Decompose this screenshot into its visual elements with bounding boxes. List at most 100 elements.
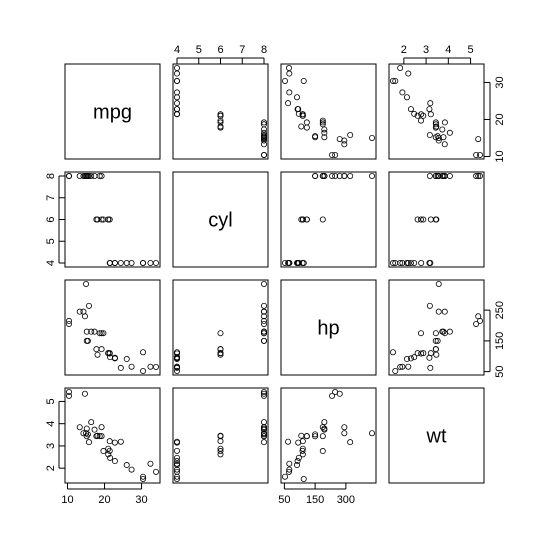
data-point	[441, 308, 448, 315]
panel-cyl-hp	[280, 171, 377, 268]
data-point	[91, 328, 98, 335]
data-point	[286, 70, 293, 77]
data-point	[295, 454, 302, 461]
data-point	[260, 302, 267, 309]
data-point	[399, 89, 406, 96]
data-point	[321, 172, 328, 179]
data-point	[260, 390, 267, 397]
data-point	[426, 354, 433, 361]
data-point	[403, 94, 410, 101]
top-tick-label-cyl: 4	[174, 44, 180, 56]
data-point	[217, 445, 224, 452]
data-point	[83, 328, 90, 335]
data-point	[66, 317, 73, 324]
data-point	[83, 280, 90, 287]
variable-label-mpg: mpg	[93, 102, 132, 124]
data-point	[260, 317, 267, 324]
panel-mpg-mpg	[64, 63, 161, 160]
data-point	[427, 216, 434, 223]
data-point	[303, 124, 310, 131]
data-point	[260, 320, 267, 327]
data-point	[217, 111, 224, 118]
data-point	[321, 134, 328, 141]
data-point	[417, 330, 424, 337]
data-point	[260, 119, 267, 126]
data-point	[426, 106, 433, 113]
data-point	[260, 430, 267, 437]
right-tick-label-hp: 50	[494, 365, 506, 377]
data-point	[140, 473, 147, 480]
data-point	[285, 468, 292, 475]
data-point	[173, 350, 180, 357]
data-point	[432, 121, 439, 128]
data-point	[321, 419, 328, 426]
data-point	[83, 172, 90, 179]
data-point	[427, 364, 434, 371]
data-point	[300, 475, 307, 482]
data-point	[217, 448, 224, 455]
data-point	[294, 458, 301, 465]
data-point	[414, 112, 421, 119]
data-point	[260, 330, 267, 337]
data-point	[93, 433, 100, 440]
panel-hp-hp	[280, 279, 377, 376]
data-point	[152, 468, 159, 475]
data-point	[392, 367, 399, 374]
data-point	[173, 458, 180, 465]
data-point	[94, 351, 101, 358]
data-point	[389, 349, 396, 356]
data-point	[260, 308, 267, 315]
top-tick-label-wt: 4	[445, 44, 451, 56]
data-point	[319, 172, 326, 179]
data-point	[397, 363, 404, 370]
data-point	[368, 134, 375, 141]
data-point	[173, 447, 180, 454]
data-point	[105, 451, 112, 458]
data-point	[76, 308, 83, 315]
data-point	[299, 216, 306, 223]
data-point	[417, 216, 424, 223]
left-tick-label-cyl: 7	[45, 195, 57, 201]
data-point	[389, 259, 396, 266]
variable-label-wt: wt	[426, 426, 447, 448]
data-point	[411, 354, 418, 361]
data-point	[217, 451, 224, 458]
bottom-tick-label-hp: 150	[306, 494, 324, 506]
data-point	[336, 136, 343, 143]
data-point	[329, 392, 336, 399]
data-point	[98, 424, 105, 431]
data-point	[347, 439, 354, 446]
data-point	[173, 475, 180, 482]
data-point	[407, 106, 414, 113]
data-point	[441, 141, 448, 148]
data-point	[106, 350, 113, 357]
data-point	[420, 216, 427, 223]
data-point	[441, 172, 448, 179]
data-point	[128, 363, 135, 370]
data-point	[217, 438, 224, 445]
data-point	[260, 328, 267, 335]
data-point	[173, 454, 180, 461]
data-point	[435, 134, 442, 141]
data-point	[83, 337, 90, 344]
data-point	[123, 356, 130, 363]
data-point	[100, 448, 107, 455]
data-point	[128, 466, 135, 473]
left-tick-label-cyl: 5	[45, 238, 57, 244]
data-point	[417, 117, 424, 124]
top-tick-label-wt: 3	[423, 44, 429, 56]
top-tick-label-wt: 5	[468, 44, 474, 56]
data-point	[321, 425, 328, 432]
data-point	[319, 121, 326, 128]
data-point	[88, 328, 95, 335]
data-point	[173, 466, 180, 473]
data-point	[427, 111, 434, 118]
data-point	[260, 388, 267, 395]
data-point	[293, 94, 300, 101]
data-point	[106, 216, 113, 223]
data-point	[295, 110, 302, 117]
data-point	[91, 172, 98, 179]
data-point	[173, 65, 180, 72]
data-point	[319, 119, 326, 126]
